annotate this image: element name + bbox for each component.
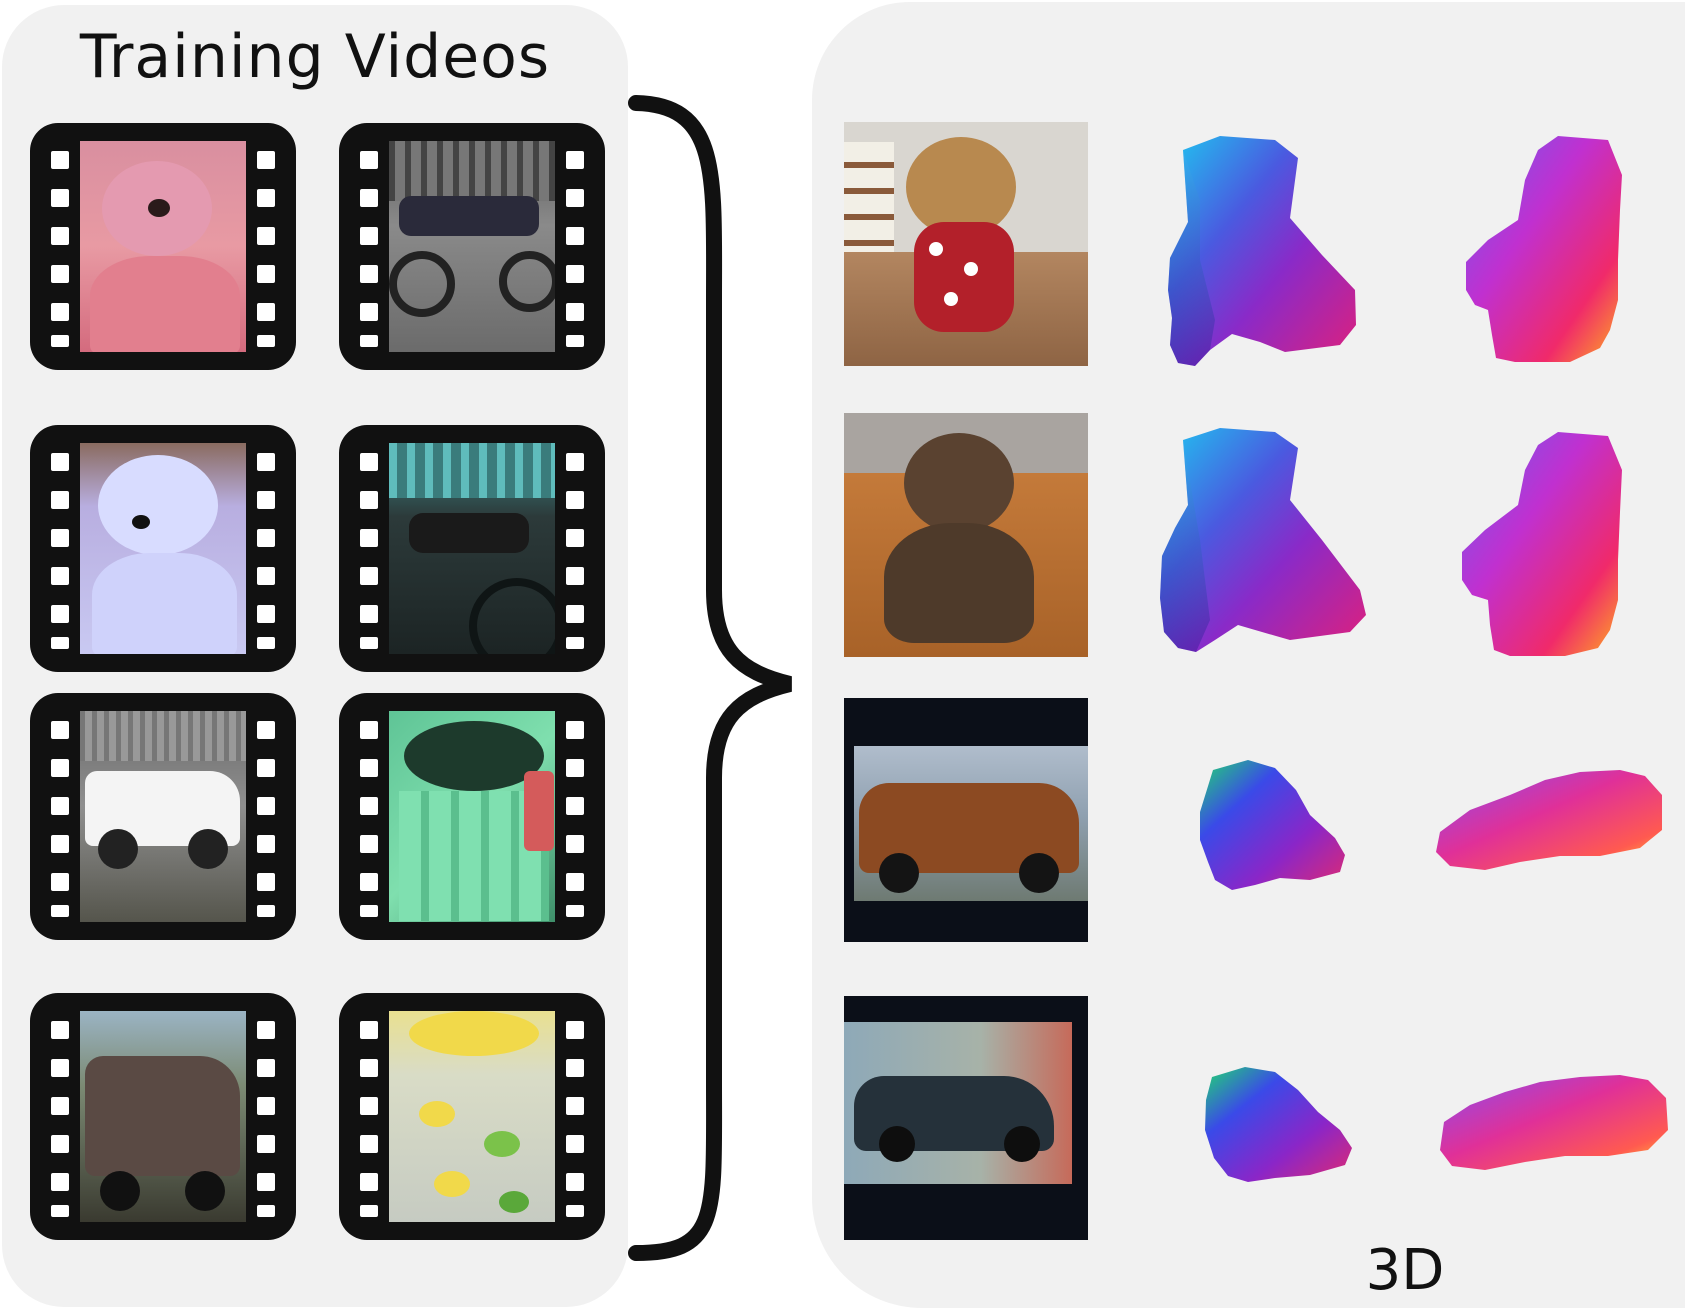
curly-brace-icon — [628, 95, 792, 1261]
brown-teddy-bear-side-view — [1462, 432, 1622, 656]
teddy-bear-with-pajamas-side-view — [1466, 136, 1622, 362]
training-videos-title: Training Videos — [79, 22, 551, 92]
film-strip-white-teddy-bear — [30, 425, 296, 672]
dark-sedan-side-view — [1440, 1075, 1668, 1170]
teddy-bear-with-pajamas-photo — [844, 122, 1088, 366]
brown-van-frame — [80, 1011, 246, 1222]
green-mug-frame — [389, 711, 555, 922]
lemon-tumbler-frame — [389, 1011, 555, 1222]
film-strip-pink-teddy-bear — [30, 123, 296, 370]
film-strip-white-pickup-truck — [30, 693, 296, 940]
film-strip-motorcycle-2 — [339, 425, 605, 672]
film-strip-motorcycle-1 — [339, 123, 605, 370]
motorcycle-frame-2 — [389, 443, 555, 654]
brown-suv-side-view — [1436, 770, 1662, 870]
brown-teddy-bear-photo — [844, 413, 1088, 657]
film-strip-brown-van — [30, 993, 296, 1240]
teddy-bear-with-pajamas-front-view — [1168, 136, 1356, 366]
film-strip-green-mug — [339, 693, 605, 940]
brown-suv-front-view — [1200, 760, 1345, 890]
film-strip-lemon-tumbler — [339, 993, 605, 1240]
white-pickup-truck-frame — [80, 711, 246, 922]
motorcycle-frame-1 — [389, 141, 555, 352]
dark-sedan-front-view — [1205, 1067, 1352, 1182]
3d-label: 3D — [1365, 1238, 1445, 1303]
white-teddy-bear-frame — [80, 443, 246, 654]
brown-suv-photo — [844, 698, 1088, 942]
pink-teddy-bear-frame — [80, 141, 246, 352]
dark-sedan-photo — [844, 996, 1088, 1240]
brown-teddy-bear-front-view — [1160, 428, 1366, 652]
